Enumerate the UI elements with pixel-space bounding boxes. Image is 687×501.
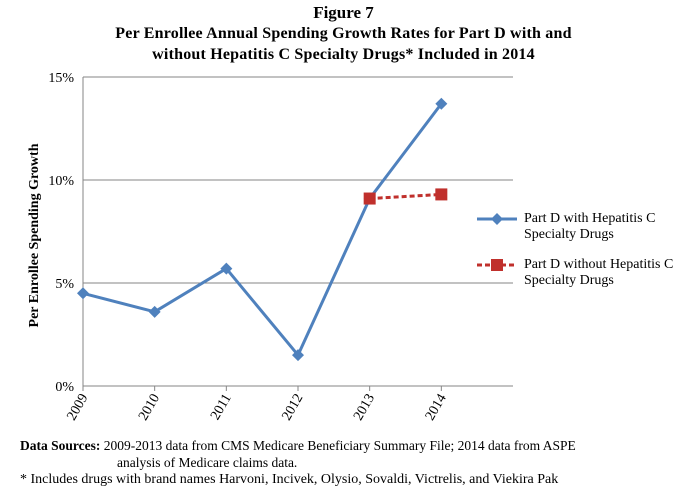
legend-marker-diamond-icon: [491, 213, 503, 225]
y-axis-title: Per Enrollee Spending Growth: [27, 143, 42, 327]
data-point: [435, 188, 448, 201]
chart-title-line2: without Hepatitis C Specialty Drugs* Inc…: [152, 46, 535, 63]
data-point: [363, 192, 376, 205]
x-tick-label: 2011: [208, 392, 235, 423]
data-point: [435, 97, 448, 110]
data-sources-note: Data Sources: 2009-2013 data from CMS Me…: [20, 437, 576, 471]
figure-label: Figure 7: [313, 3, 374, 22]
data-sources-text1: 2009-2013 data from CMS Medicare Benefic…: [103, 438, 576, 453]
data-sources-line2: analysis of Medicare claims data.: [117, 455, 298, 470]
chart-title-line1: Per Enrollee Annual Spending Growth Rate…: [115, 25, 572, 42]
x-tick-label: 2009: [64, 392, 91, 424]
gridlines: [83, 76, 513, 284]
data-sources-lead: Data Sources:: [20, 438, 101, 453]
y-tick-label: 0%: [55, 380, 74, 395]
chart-title: Per Enrollee Annual Spending Growth Rate…: [60, 23, 627, 65]
y-tick-label: 10%: [48, 174, 74, 189]
x-tick-label: 2014: [423, 392, 450, 424]
footnote: * Includes drugs with brand names Harvon…: [20, 472, 559, 487]
data-point: [77, 287, 89, 300]
data-point: [220, 262, 233, 275]
legend-label-with-hepc: Part D with Hepatitis C Specialty Drugs: [524, 211, 656, 242]
y-tick-label: 15%: [48, 71, 74, 86]
y-tick-label: 5%: [55, 277, 74, 292]
legend-label-without-hepc: Part D without Hepatitis C Specialty Dru…: [524, 257, 674, 288]
series-layer: [77, 97, 448, 362]
x-tick-label: 2013: [351, 392, 378, 424]
x-tick-label: 2012: [279, 392, 306, 424]
axes: 0% 5% 10% 15% 2009 2010 2011 2012 2013 2014 Per En…: [27, 71, 513, 423]
series-line: [82, 102, 443, 357]
data-sources-line1: Data Sources: 2009-2013 data from CMS Me…: [20, 437, 576, 454]
legend-marker-square-icon: [491, 259, 503, 271]
data-point: [292, 349, 304, 362]
series-line: [369, 192, 442, 201]
x-tick-label: 2010: [136, 392, 163, 424]
data-point: [148, 305, 161, 318]
legend-markers: [477, 213, 517, 271]
